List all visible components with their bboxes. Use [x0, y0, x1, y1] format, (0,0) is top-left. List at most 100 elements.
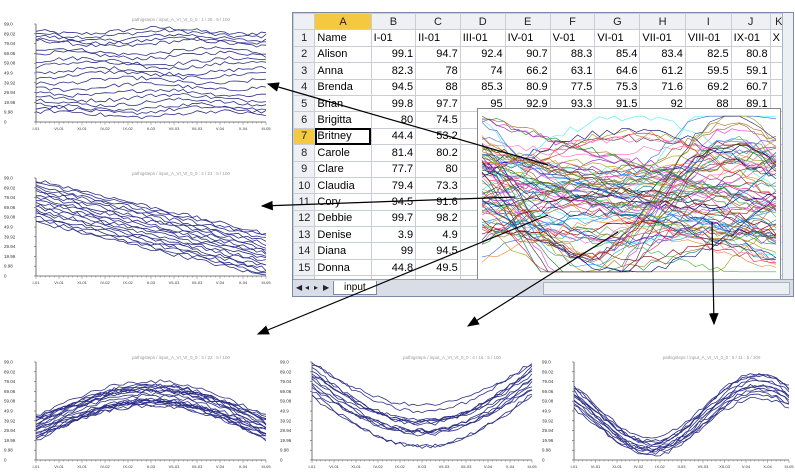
name-cell[interactable]: Brigitta	[314, 111, 372, 129]
value-cell[interactable]: 53.2	[415, 127, 461, 146]
plot-title: pathigsteps / input_A_VI_VI_0_0 : 2 / 21…	[132, 171, 231, 176]
value-cell[interactable]: 73.3	[415, 176, 461, 195]
value-cell[interactable]: 90.7	[504, 45, 551, 64]
column-header-a[interactable]: A	[314, 13, 372, 31]
row-header[interactable]: 1	[293, 29, 316, 47]
row-header[interactable]: 9	[293, 160, 316, 178]
vertical-scrollbar[interactable]	[782, 13, 793, 279]
series-line	[35, 88, 266, 98]
series-line	[35, 379, 267, 416]
last-sheet-icon[interactable]: ▶	[323, 283, 330, 292]
column-header-i[interactable]: I	[684, 13, 732, 31]
x-tick-label: IV-02	[634, 464, 644, 469]
series-line	[35, 75, 267, 86]
value-cell[interactable]: 75.3	[594, 78, 641, 96]
cluster-plot-3: pathigsteps / input_A_VI_VI_0_0 : 3 / 22…	[4, 355, 271, 469]
value-cell[interactable]: 99.7	[370, 209, 417, 228]
series-line	[35, 208, 267, 266]
x-tick-label: XI-01	[351, 464, 361, 469]
table-row: 3 Anna 82.3 78 74 66.2 63.1 64.6 61.2 59.5 59.1	[293, 62, 793, 80]
series-line	[35, 205, 267, 261]
name-cell[interactable]: Brenda	[314, 78, 372, 96]
sheet-tab-bar: ◀ ◂ ▸ ▶ input	[293, 279, 793, 296]
overview-series-line	[481, 161, 777, 253]
y-tick-label: 9.98	[4, 448, 13, 453]
series-line	[573, 390, 790, 457]
row-header[interactable]: 10	[293, 176, 316, 195]
row-header[interactable]: 7	[293, 127, 316, 146]
overview-series-line	[481, 212, 777, 228]
y-tick-label: 99.0	[4, 176, 13, 181]
series-line	[311, 393, 533, 449]
prev-sheet-icon[interactable]: ◂	[305, 283, 310, 292]
value-cell[interactable]: 80.9	[504, 78, 551, 96]
y-tick-label: 69.06	[542, 389, 554, 394]
name-cell[interactable]: Anna	[314, 62, 372, 80]
header-cell[interactable]: I-01	[370, 29, 417, 47]
value-cell[interactable]: 88.3	[549, 45, 596, 64]
overview-series-line	[481, 158, 777, 176]
overview-series-line	[481, 173, 777, 264]
column-header-g[interactable]: G	[594, 13, 641, 31]
value-cell[interactable]: 3.9	[370, 226, 417, 244]
value-cell[interactable]: 49.5	[415, 258, 461, 277]
value-cell[interactable]: 77.5	[549, 78, 596, 96]
series-line	[35, 33, 267, 43]
y-tick-label: 19.96	[4, 100, 16, 105]
series-line	[311, 365, 533, 426]
x-tick-label: II-03	[147, 280, 156, 285]
embedded-overview-chart	[477, 108, 781, 280]
select-all-corner[interactable]	[293, 13, 316, 31]
column-header-h[interactable]: H	[639, 13, 686, 31]
header-cell[interactable]: VIII-01	[684, 29, 732, 47]
value-cell[interactable]: 94.7	[415, 45, 461, 64]
name-cell[interactable]: Cory	[314, 193, 372, 211]
column-header-d[interactable]: D	[459, 13, 506, 31]
row-header[interactable]: 14	[293, 242, 316, 260]
value-cell[interactable]: 59.5	[684, 62, 732, 80]
y-tick-label: 69.06	[4, 205, 16, 210]
series-line	[35, 190, 267, 249]
value-cell[interactable]: 71.6	[639, 78, 686, 96]
row-header[interactable]: 8	[293, 144, 316, 162]
first-sheet-icon[interactable]: ◀	[296, 283, 303, 292]
value-cell[interactable]: 81.4	[370, 144, 417, 162]
x-tick-label: VII-03	[169, 126, 180, 131]
overview-series-line	[481, 171, 777, 229]
overview-series-line	[481, 190, 777, 242]
overview-series-line	[481, 201, 777, 260]
overview-series-line	[481, 138, 777, 267]
y-tick-label: 99.0	[4, 360, 13, 365]
overview-series-line	[481, 118, 777, 207]
y-tick-label: 69.06	[4, 51, 16, 56]
row-header[interactable]: 13	[293, 226, 316, 244]
column-header-e[interactable]: E	[504, 13, 551, 31]
series-line	[35, 56, 267, 67]
x-tick-label: III-05	[784, 464, 794, 469]
y-tick-label: 49.9	[4, 71, 13, 76]
value-cell[interactable]: 66.2	[504, 62, 551, 80]
x-tick-label: VII-03	[169, 280, 180, 285]
value-cell[interactable]: 79.4	[370, 176, 417, 195]
horizontal-scrollbar[interactable]	[543, 282, 790, 295]
value-cell[interactable]: 97.7	[415, 94, 461, 113]
row-header[interactable]: 4	[293, 78, 316, 96]
series-line	[35, 105, 267, 116]
next-sheet-icon[interactable]: ▸	[314, 283, 319, 292]
overview-series-line	[481, 185, 777, 273]
value-cell[interactable]: 83.4	[639, 45, 686, 64]
overview-series-line	[481, 160, 777, 244]
row-header[interactable]: 3	[293, 62, 316, 80]
value-cell[interactable]: 60.7	[730, 78, 771, 96]
series-line	[573, 397, 790, 455]
header-cell[interactable]: IX-01	[730, 29, 771, 47]
overview-series-line	[481, 179, 777, 197]
value-cell[interactable]: 82.5	[684, 45, 732, 64]
overview-series-line	[481, 153, 777, 208]
series-line	[35, 70, 267, 80]
table-row: 4 Brenda 94.5 88 85.3 80.9 77.5 75.3 71.6 69.2 60.…	[293, 78, 793, 96]
overview-series-line	[481, 115, 777, 193]
header-cell[interactable]: VI-01	[594, 29, 641, 47]
row-header[interactable]: 6	[293, 111, 316, 129]
